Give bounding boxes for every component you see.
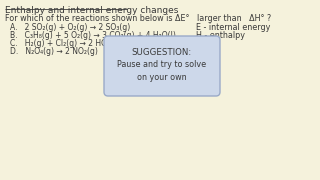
Text: C.   H₂(g) + Cl₂(g) → 2 HCl(g): C. H₂(g) + Cl₂(g) → 2 HCl(g): [10, 39, 119, 48]
Text: E - internal energy: E - internal energy: [196, 22, 270, 32]
Text: D.   N₂O₄(g) → 2 NO₂(g): D. N₂O₄(g) → 2 NO₂(g): [10, 46, 98, 55]
Text: A.   2 SO₂(g) + O₂(g) → 2 SO₃(g): A. 2 SO₂(g) + O₂(g) → 2 SO₃(g): [10, 22, 130, 32]
Text: For which of the reactions shown below is ΔE°   larger than   ΔH° ?: For which of the reactions shown below i…: [5, 14, 271, 23]
Text: Enthalpy and internal energy changes: Enthalpy and internal energy changes: [5, 6, 178, 15]
FancyBboxPatch shape: [104, 36, 220, 96]
Text: Pause and try to solve
on your own: Pause and try to solve on your own: [117, 60, 207, 82]
Text: H - enthalpy: H - enthalpy: [196, 30, 245, 39]
Text: SUGGESTION:: SUGGESTION:: [132, 48, 192, 57]
Text: B.   C₃H₈(g) + 5 O₂(g) → 3 CO₂(g) + 4 H₂O(l): B. C₃H₈(g) + 5 O₂(g) → 3 CO₂(g) + 4 H₂O(…: [10, 30, 176, 39]
